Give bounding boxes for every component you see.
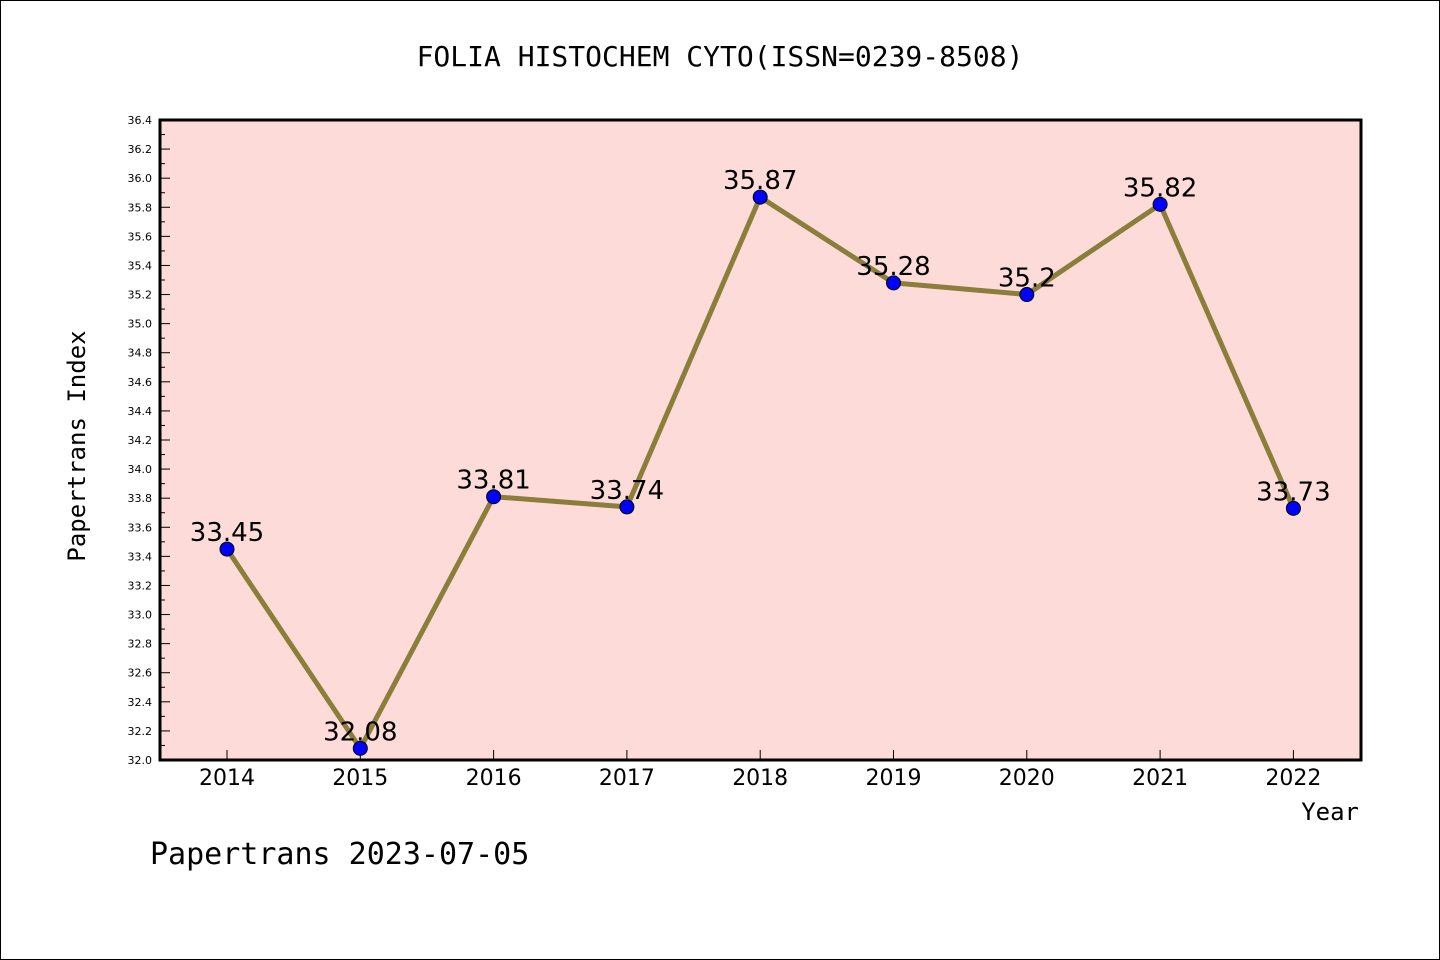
plot-area xyxy=(158,118,1363,762)
data-labels: 33.45 32.08 33.81 33.74 35.87 35.28 35.2 35.82 3… xyxy=(190,166,1331,747)
data-label: 33.73 xyxy=(1256,477,1330,507)
data-point xyxy=(1285,500,1301,516)
x-axis: 2014 2015 2016 2017 2018 2019 2020 2021 2022 xyxy=(199,750,1321,791)
y-tick-label: 32.0 xyxy=(128,754,153,767)
y-tick-label: 33.4 xyxy=(128,550,153,563)
y-tick-label: 32.8 xyxy=(128,638,153,651)
y-tick-label: 35.8 xyxy=(128,201,153,214)
y-tick-label: 36.4 xyxy=(128,114,153,127)
footer-text: Papertrans 2023-07-05 xyxy=(150,837,529,872)
data-label: 35.28 xyxy=(856,252,930,282)
data-point xyxy=(619,499,635,515)
y-tick-label: 34.0 xyxy=(128,463,153,476)
data-point xyxy=(219,541,235,557)
x-tick-label: 2017 xyxy=(599,766,655,791)
data-label: 35.87 xyxy=(723,166,797,196)
y-tick-label: 32.2 xyxy=(128,725,153,738)
data-point xyxy=(752,189,768,205)
data-label: 33.81 xyxy=(456,466,530,496)
y-tick-label: 36.0 xyxy=(128,172,153,185)
y-tick-label: 33.0 xyxy=(128,609,153,622)
y-tick-label: 34.8 xyxy=(128,347,153,360)
y-tick-label: 36.2 xyxy=(128,143,153,156)
data-point xyxy=(1019,287,1035,303)
x-tick-label: 2015 xyxy=(332,766,388,791)
y-axis-label: Papertrans Index xyxy=(63,330,91,561)
y-tick-label: 35.6 xyxy=(128,230,153,243)
y-tick-label: 34.6 xyxy=(128,376,153,389)
y-tick-label: 34.4 xyxy=(128,405,153,418)
x-tick-label: 2020 xyxy=(999,766,1055,791)
y-tick-label: 33.6 xyxy=(128,521,153,534)
y-tick-label: 35.4 xyxy=(128,259,153,272)
x-tick-label: 2018 xyxy=(732,766,788,791)
x-tick-label: 2021 xyxy=(1132,766,1188,791)
y-tick-label: 35.0 xyxy=(128,318,153,331)
data-point xyxy=(886,275,901,291)
y-tick-label: 34.2 xyxy=(128,434,153,447)
data-point xyxy=(1152,196,1168,212)
data-label: 33.74 xyxy=(590,476,664,506)
data-label: 32.08 xyxy=(323,717,397,747)
data-label: 35.2 xyxy=(998,264,1056,294)
data-label: 33.45 xyxy=(190,518,264,548)
y-tick-label: 33.8 xyxy=(128,492,153,505)
y-tick-label: 32.4 xyxy=(128,696,153,709)
x-tick-label: 2016 xyxy=(466,766,522,791)
x-axis-label: Year xyxy=(1301,798,1359,826)
data-label: 35.82 xyxy=(1123,173,1197,203)
x-tick-label: 2019 xyxy=(866,766,922,791)
data-points xyxy=(219,189,1301,756)
data-point xyxy=(486,489,502,505)
chart-title: FOLIA HISTOCHEM CYTO(ISSN=0239-8508) xyxy=(417,40,1024,73)
x-tick-label: 2014 xyxy=(199,766,255,791)
x-tick-label: 2022 xyxy=(1265,766,1321,791)
y-tick-label: 35.2 xyxy=(128,289,153,302)
y-tick-label: 33.2 xyxy=(128,579,153,592)
y-tick-label: 32.6 xyxy=(128,667,153,680)
y-axis: 32.0 32.2 32.4 32.6 32.8 33.0 33.2 33.4 33.6 33.8… xyxy=(128,114,170,767)
data-point xyxy=(352,740,368,756)
